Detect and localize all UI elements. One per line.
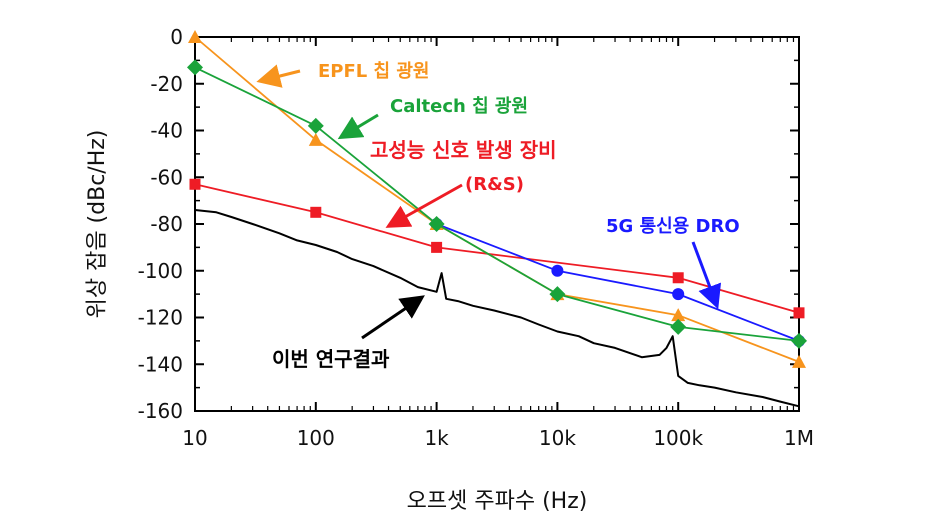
series-line-this xyxy=(194,209,800,408)
rs-arrow xyxy=(385,183,463,228)
y-tick-label: -20 xyxy=(150,72,183,96)
point-rs xyxy=(310,206,322,218)
dro-arrow xyxy=(691,241,722,310)
point-rs xyxy=(431,241,443,253)
point-epfl xyxy=(671,308,686,322)
point-epfl xyxy=(188,30,202,43)
y-axis-label: 위상 잡음 (dBc/Hz) xyxy=(85,130,110,319)
point-caltech xyxy=(791,332,807,349)
series-this xyxy=(194,209,800,408)
this-work-annotation: 이번 연구결과 xyxy=(272,347,390,371)
point-caltech xyxy=(307,117,324,134)
this-work-arrow xyxy=(361,295,425,340)
series-epfl xyxy=(188,30,806,368)
x-tick-label: 100k xyxy=(653,426,703,450)
y-tick-label: -140 xyxy=(138,352,183,376)
point-dro xyxy=(551,264,564,277)
point-caltech xyxy=(549,286,566,303)
point-caltech xyxy=(670,318,687,335)
x-tick-label: 1M xyxy=(784,426,814,450)
series-line-rs xyxy=(194,183,800,314)
series-line-caltech xyxy=(194,66,800,342)
point-epfl xyxy=(308,132,323,146)
y-tick-label: 0 xyxy=(170,25,183,49)
point-caltech xyxy=(428,216,445,232)
point-epfl xyxy=(792,354,806,368)
series-line-dro xyxy=(436,223,800,342)
point-rs xyxy=(189,178,201,190)
caltech-annotation: Caltech 칩 광원 xyxy=(390,96,528,117)
point-rs xyxy=(672,272,684,284)
series-line-epfl xyxy=(194,36,800,363)
x-tick-label: 10k xyxy=(539,426,576,450)
annotations-layer: EPFL 칩 광원 Caltech 칩 광원 고성능 신호 발생 장비 (R&S… xyxy=(256,61,740,371)
series-caltech xyxy=(187,59,807,349)
epfl-arrow xyxy=(256,64,301,88)
y-tick-label: -160 xyxy=(138,399,183,423)
x-axis-label: 오프셋 주파수 (Hz) xyxy=(407,489,588,514)
axes-group: 0 -20 -40 -60 -80 -100 -120 -140 -160 10 100 1k 10k 1… xyxy=(85,25,814,514)
rs-annotation-sub: (R&S) xyxy=(465,174,524,195)
y-tick-label: -60 xyxy=(150,165,183,189)
point-rs xyxy=(793,307,805,319)
y-tick-label: -100 xyxy=(138,259,183,283)
x-tick-label: 1k xyxy=(424,426,449,450)
series-layer xyxy=(187,30,807,408)
caltech-arrow xyxy=(337,113,379,140)
rs-annotation: 고성능 신호 발생 장비 xyxy=(370,138,557,162)
y-tick-label: -120 xyxy=(138,306,183,330)
point-dro xyxy=(672,288,685,301)
series-dro xyxy=(430,218,805,347)
epfl-annotation: EPFL 칩 광원 xyxy=(318,61,429,82)
dro-annotation: 5G 통신용 DRO xyxy=(606,216,740,237)
point-caltech xyxy=(187,59,203,76)
x-tick-label: 10 xyxy=(182,426,207,450)
y-tick-label: -40 xyxy=(150,119,183,143)
x-tick-label: 100 xyxy=(297,426,335,450)
y-tick-label: -80 xyxy=(150,212,183,236)
